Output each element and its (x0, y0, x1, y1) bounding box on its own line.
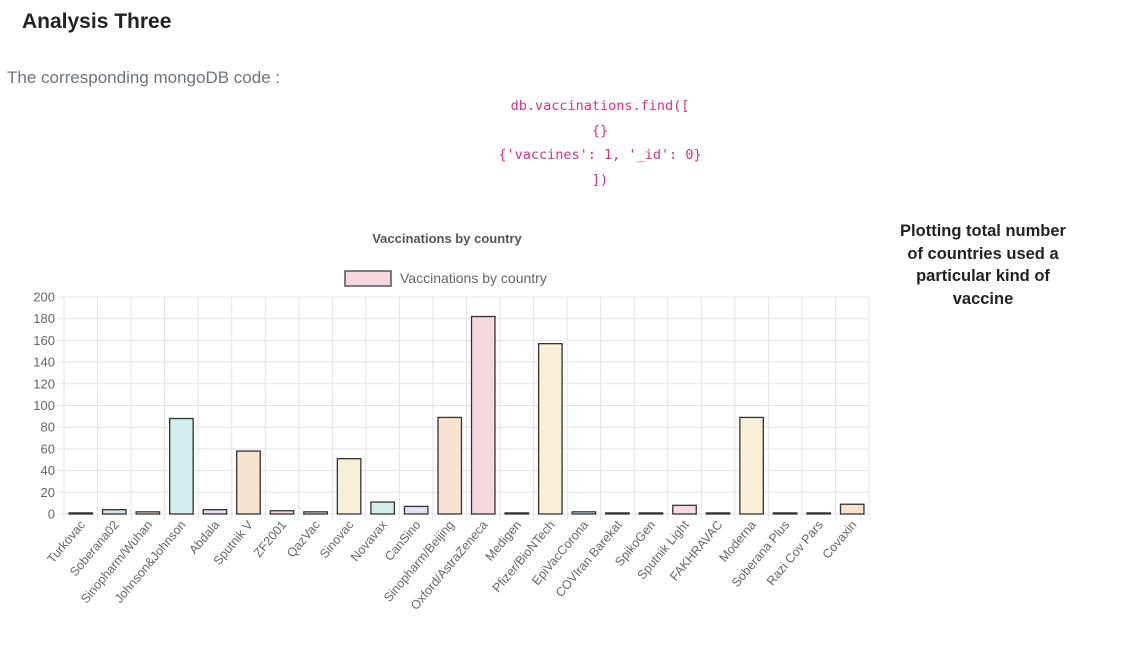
bar[interactable] (806, 512, 832, 515)
bar[interactable] (739, 416, 764, 515)
code-line: {} (591, 122, 609, 139)
bar[interactable] (370, 501, 396, 515)
bar[interactable] (605, 512, 630, 515)
bar[interactable] (437, 416, 463, 515)
chart-title: Vaccinations by country (372, 231, 522, 246)
code-line: ]) (591, 171, 609, 188)
y-tick-label: 40 (41, 463, 55, 478)
x-tick-label: ZF2001 (251, 518, 289, 560)
mongodb-code-block: db.vaccinations.find([ {} {'vaccines': 1… (420, 94, 780, 192)
bar[interactable] (68, 512, 94, 515)
legend-swatch (344, 270, 392, 287)
bar[interactable] (772, 512, 798, 515)
y-tick-label: 160 (33, 333, 55, 348)
y-tick-label: 200 (33, 290, 55, 305)
bar[interactable] (537, 343, 563, 515)
bar[interactable] (101, 509, 127, 515)
bar[interactable] (638, 512, 664, 515)
bar[interactable] (135, 511, 161, 515)
bar[interactable] (504, 512, 530, 515)
x-axis: TurkovacSoberana02Sinopharm/WuhanJohnson… (45, 517, 860, 612)
y-tick-label: 20 (41, 485, 55, 500)
bar[interactable] (303, 511, 328, 515)
y-tick-label: 140 (33, 355, 55, 370)
y-tick-label: 120 (33, 376, 55, 391)
bar-series (68, 315, 865, 515)
chart-grid (58, 296, 870, 520)
chart-legend[interactable]: Vaccinations by country (344, 270, 547, 287)
bar[interactable] (839, 503, 865, 515)
bar[interactable] (705, 512, 731, 515)
y-tick-label: 180 (33, 311, 55, 326)
code-line: {'vaccines': 1, '_id': 0} (498, 147, 702, 163)
bar[interactable] (269, 510, 295, 515)
bar[interactable] (470, 315, 496, 515)
bar[interactable] (336, 458, 362, 515)
code-intro-text: The corresponding mongoDB code : (7, 68, 281, 87)
bar[interactable] (571, 511, 597, 515)
x-tick-label: Covaxin (820, 518, 860, 562)
legend-label: Vaccinations by country (400, 270, 547, 286)
code-line: db.vaccinations.find([ (510, 98, 690, 114)
bar[interactable] (169, 417, 194, 515)
bar[interactable] (236, 450, 261, 515)
bar[interactable] (403, 505, 429, 515)
bar-chart: Vaccinations by country Vaccinations by … (33, 231, 870, 613)
plot-caption: Plotting total number of countries used … (900, 222, 1066, 308)
x-tick-label: QazVac (284, 518, 323, 560)
y-tick-label: 0 (48, 507, 55, 522)
bar[interactable] (672, 504, 697, 515)
section-title: Analysis Three (22, 10, 172, 33)
bar[interactable] (202, 509, 228, 515)
y-tick-label: 80 (41, 420, 55, 435)
y-axis: 0 20 40 60 80 100 120 140 160 180 200 (33, 290, 55, 522)
y-tick-label: 60 (41, 441, 55, 456)
y-tick-label: 100 (33, 398, 55, 413)
